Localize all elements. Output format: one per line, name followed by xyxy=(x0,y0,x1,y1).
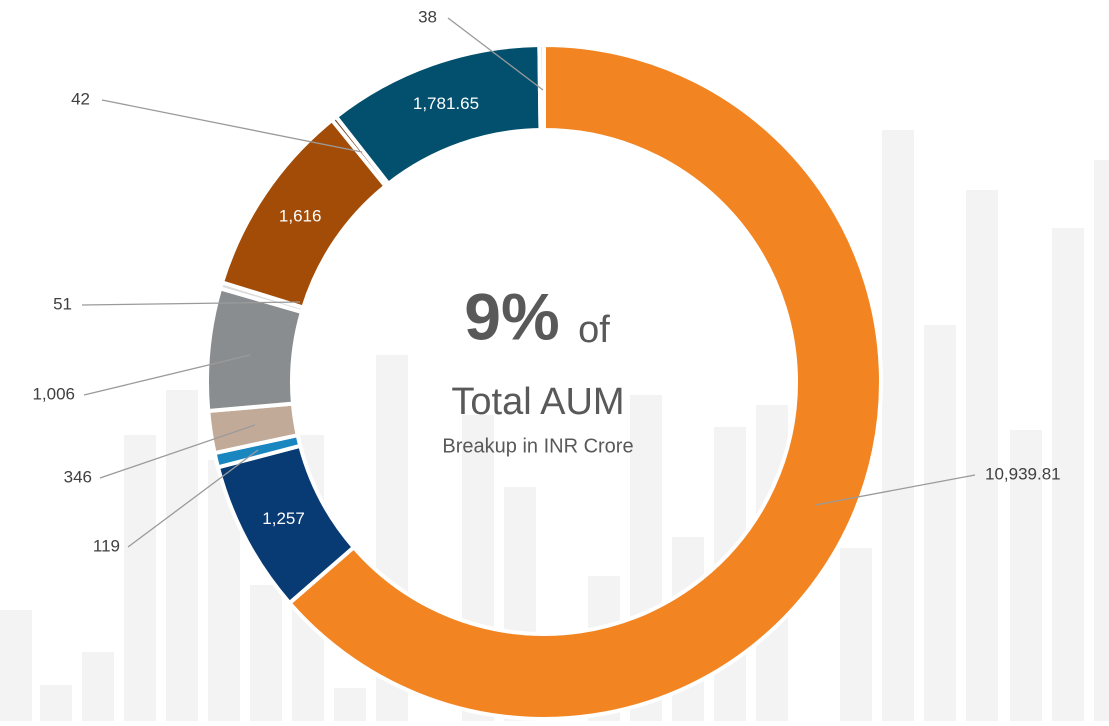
data-label: 1,616 xyxy=(279,206,322,225)
leader-line xyxy=(447,17,544,91)
data-label: 10,939.81 xyxy=(985,464,1061,483)
data-label: 1,781.65 xyxy=(413,94,479,113)
leader-line xyxy=(101,99,363,153)
slice xyxy=(537,42,546,133)
data-label: 119 xyxy=(93,536,120,555)
data-label: 51 xyxy=(53,294,72,313)
slice xyxy=(286,42,883,721)
data-label: 42 xyxy=(71,89,90,108)
data-label: 346 xyxy=(64,467,92,486)
leader-line xyxy=(127,449,259,548)
data-label: 1,257 xyxy=(262,509,305,528)
center-title: Total AUM xyxy=(451,381,624,423)
center-subtitle: Breakup in INR Crore xyxy=(442,435,633,457)
leader-line xyxy=(83,354,251,396)
leader-line xyxy=(81,301,301,306)
data-label: 38 xyxy=(418,7,437,26)
leader-line xyxy=(99,424,256,479)
center-percent: 9% xyxy=(464,279,559,353)
labels: 10,939.81 1,257 119 346 1,006 51 1,616 42 1,781.… xyxy=(32,7,1060,555)
center-of: of xyxy=(578,309,610,351)
data-label: 1,006 xyxy=(32,384,75,403)
leader-line xyxy=(814,474,976,506)
